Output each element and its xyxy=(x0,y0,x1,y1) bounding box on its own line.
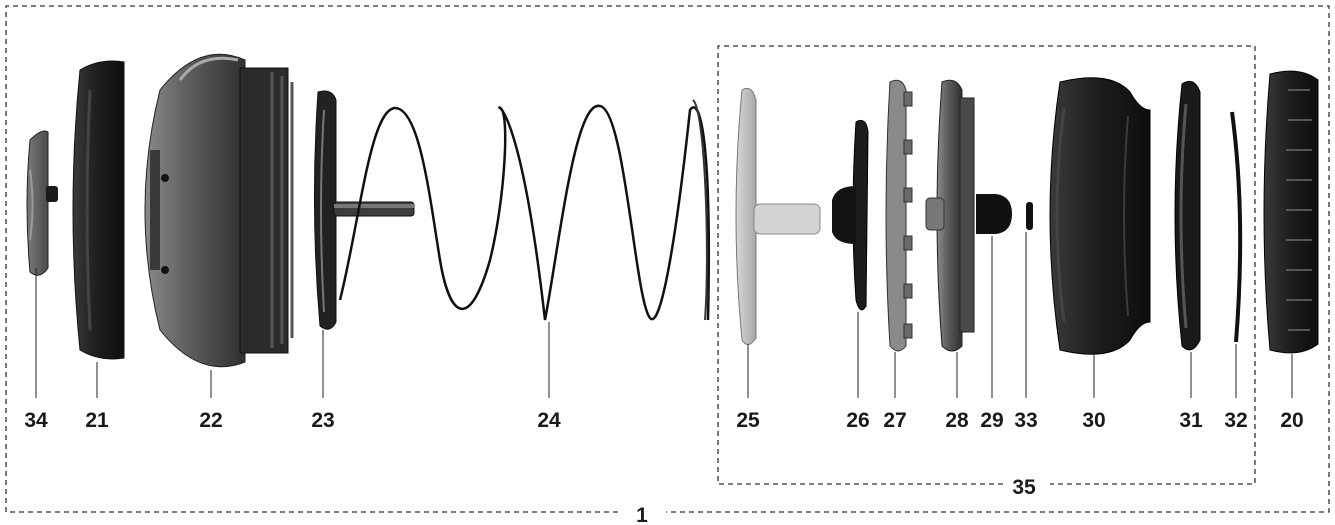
part-22-housing xyxy=(144,53,294,368)
part-26-plate xyxy=(832,119,869,311)
part-32-gasket xyxy=(1230,111,1243,343)
part-label-34: 34 xyxy=(24,409,48,432)
part-31-ring xyxy=(1174,80,1201,351)
part-28-plate xyxy=(925,79,975,352)
part-labels: 34 21 22 23 24 25 26 27 28 29 33 30 31 32 20 xyxy=(24,409,1303,432)
part-25-diaphragm xyxy=(735,87,821,345)
part-label-31: 31 xyxy=(1179,409,1203,432)
subassembly-label: 35 xyxy=(1012,476,1036,499)
part-label-27: 27 xyxy=(883,409,906,432)
part-label-32: 32 xyxy=(1224,409,1247,432)
part-label-22: 22 xyxy=(199,409,222,432)
part-34-cap xyxy=(26,130,58,276)
part-30-cup xyxy=(1049,77,1151,355)
part-label-24: 24 xyxy=(537,409,561,432)
part-20-nut xyxy=(1263,70,1319,354)
part-33-o-ring xyxy=(1026,202,1033,230)
part-label-23: 23 xyxy=(311,409,334,432)
part-label-29: 29 xyxy=(980,409,1003,432)
part-27-toothed-plate xyxy=(885,79,913,352)
part-label-33: 33 xyxy=(1014,409,1037,432)
part-label-25: 25 xyxy=(736,409,760,432)
subassembly-frame xyxy=(717,45,1256,485)
part-label-21: 21 xyxy=(85,409,109,432)
part-label-28: 28 xyxy=(945,409,969,432)
part-label-30: 30 xyxy=(1082,409,1105,432)
part-24-spring xyxy=(338,99,711,321)
leader-lines xyxy=(35,232,1293,398)
part-label-20: 20 xyxy=(1280,409,1303,432)
part-29-plug xyxy=(976,194,1012,234)
assembly-label: 1 xyxy=(636,504,648,525)
part-21-ring xyxy=(72,60,125,360)
part-label-26: 26 xyxy=(846,409,869,432)
part-23-disc-stem xyxy=(313,90,415,330)
